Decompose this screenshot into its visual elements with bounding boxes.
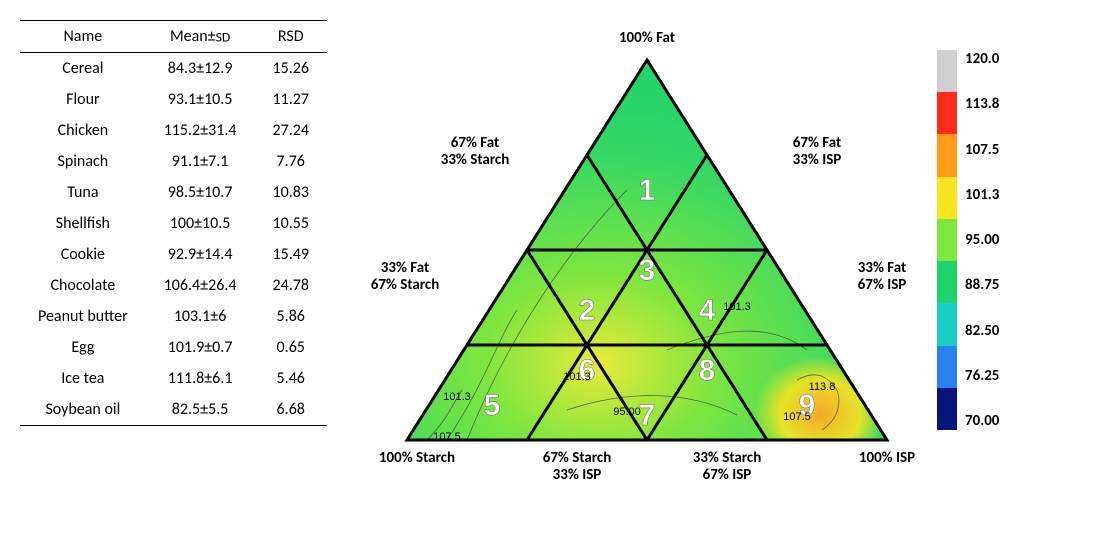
cell-mean: 115.2±31.4 [146, 115, 255, 146]
colorbar-gradient [937, 50, 957, 430]
svg-text:7: 7 [639, 399, 656, 432]
colorbar-segment [937, 134, 957, 176]
table-row: Cereal84.3±12.915.26 [20, 53, 327, 85]
table-row: Egg101.9±0.70.65 [20, 332, 327, 363]
cell-mean: 84.3±12.9 [146, 53, 255, 85]
colorbar-tick: 101.3 [965, 186, 999, 204]
table-row: Cookie92.9±14.415.49 [20, 239, 327, 270]
cell-name: Spinach [20, 146, 146, 177]
svg-text:113.8: 113.8 [809, 381, 836, 393]
svg-text:107.5: 107.5 [783, 411, 811, 423]
colorbar-segment [937, 50, 957, 92]
cell-mean: 91.1±7.1 [146, 146, 255, 177]
colorbar-tick: 120.0 [965, 50, 999, 68]
cell-rsd: 7.76 [255, 146, 327, 177]
colorbar-tick: 70.00 [965, 412, 999, 430]
cell-rsd: 27.24 [255, 115, 327, 146]
cell-name: Cereal [20, 53, 146, 85]
colorbar-segment [937, 92, 957, 134]
svg-text:95.00: 95.00 [613, 406, 641, 418]
cell-name: Chicken [20, 115, 146, 146]
table-row: Flour93.1±10.511.27 [20, 84, 327, 115]
colorbar-ticks: 120.0 113.8 107.5 101.3 95.00 88.75 82.50 76.25… [965, 50, 999, 430]
label-left-upper: 67% Fat33% Starch [425, 135, 525, 170]
cell-rsd: 5.86 [255, 301, 327, 332]
cell-rsd: 6.68 [255, 394, 327, 426]
svg-text:101.3: 101.3 [563, 371, 591, 383]
svg-text:101.3: 101.3 [723, 301, 751, 313]
label-bottom-ml: 67% Starch33% ISP [517, 450, 637, 485]
cell-rsd: 10.55 [255, 208, 327, 239]
colorbar-tick: 76.25 [965, 367, 999, 385]
label-apex-top: 100% Fat [597, 30, 697, 47]
cell-mean: 103.1±6 [146, 301, 255, 332]
svg-text:8: 8 [699, 354, 716, 387]
cell-mean: 101.9±0.7 [146, 332, 255, 363]
cell-rsd: 0.65 [255, 332, 327, 363]
col-rsd: RSD [255, 21, 327, 53]
colorbar-segment [937, 388, 957, 430]
colorbar-tick: 95.00 [965, 231, 999, 249]
data-table: Name Mean±SD RSD Cereal84.3±12.915.26Flo… [20, 20, 327, 426]
cell-rsd: 5.46 [255, 363, 327, 394]
colorbar-segment [937, 346, 957, 388]
cell-rsd: 11.27 [255, 84, 327, 115]
cell-name: Egg [20, 332, 146, 363]
cell-rsd: 15.26 [255, 53, 327, 85]
colorbar-segment [937, 177, 957, 219]
cell-name: Peanut butter [20, 301, 146, 332]
table-row: Tuna98.5±10.710.83 [20, 177, 327, 208]
colorbar: 120.0 113.8 107.5 101.3 95.00 88.75 82.50 76.25… [937, 50, 999, 430]
colorbar-segment [937, 261, 957, 303]
svg-text:1: 1 [639, 174, 656, 207]
table-row: Ice tea111.8±6.15.46 [20, 363, 327, 394]
svg-text:101.3: 101.3 [443, 391, 471, 403]
cell-name: Soybean oil [20, 394, 146, 426]
label-left-lower: 33% Fat67% Starch [355, 260, 455, 295]
table-row: Soybean oil82.5±5.56.68 [20, 394, 327, 426]
cell-mean: 82.5±5.5 [146, 394, 255, 426]
label-apex-br: 100% ISP [837, 450, 937, 467]
label-right-upper: 67% Fat33% ISP [767, 135, 867, 170]
table-row: Chicken115.2±31.427.24 [20, 115, 327, 146]
cell-mean: 93.1±10.5 [146, 84, 255, 115]
colorbar-tick: 82.50 [965, 322, 999, 340]
colorbar-segment [937, 219, 957, 261]
cell-mean: 100±10.5 [146, 208, 255, 239]
cell-name: Tuna [20, 177, 146, 208]
cell-rsd: 24.78 [255, 270, 327, 301]
table-row: Shellfish100±10.510.55 [20, 208, 327, 239]
svg-text:4: 4 [699, 294, 716, 327]
cell-name: Chocolate [20, 270, 146, 301]
colorbar-tick: 113.8 [965, 95, 999, 113]
cell-name: Shellfish [20, 208, 146, 239]
table-row: Peanut butter103.1±65.86 [20, 301, 327, 332]
svg-text:2: 2 [579, 294, 596, 327]
cell-mean: 111.8±6.1 [146, 363, 255, 394]
cell-mean: 106.4±26.4 [146, 270, 255, 301]
table-row: Spinach91.1±7.17.76 [20, 146, 327, 177]
colorbar-tick: 88.75 [965, 276, 999, 294]
svg-text:3: 3 [639, 254, 656, 287]
svg-text:5: 5 [484, 389, 501, 422]
cell-name: Flour [20, 84, 146, 115]
cell-name: Cookie [20, 239, 146, 270]
ternary-plot: 1 2 3 4 5 6 7 8 9 101.3 101.3 95.00 101.… [367, 20, 927, 500]
cell-rsd: 15.49 [255, 239, 327, 270]
table-row: Chocolate106.4±26.424.78 [20, 270, 327, 301]
col-mean-sd: Mean±SD [146, 21, 255, 53]
ternary-figure: 1 2 3 4 5 6 7 8 9 101.3 101.3 95.00 101.… [367, 20, 1093, 500]
colorbar-segment [937, 303, 957, 345]
colorbar-tick: 107.5 [965, 141, 999, 159]
table: Name Mean±SD RSD Cereal84.3±12.915.26Flo… [20, 20, 327, 426]
cell-name: Ice tea [20, 363, 146, 394]
label-right-lower: 33% Fat67% ISP [832, 260, 932, 295]
svg-text:107.5: 107.5 [433, 431, 461, 443]
label-apex-bl: 100% Starch [357, 450, 477, 467]
cell-rsd: 10.83 [255, 177, 327, 208]
col-name: Name [20, 21, 146, 53]
cell-mean: 98.5±10.7 [146, 177, 255, 208]
label-bottom-mr: 33% Starch67% ISP [667, 450, 787, 485]
cell-mean: 92.9±14.4 [146, 239, 255, 270]
